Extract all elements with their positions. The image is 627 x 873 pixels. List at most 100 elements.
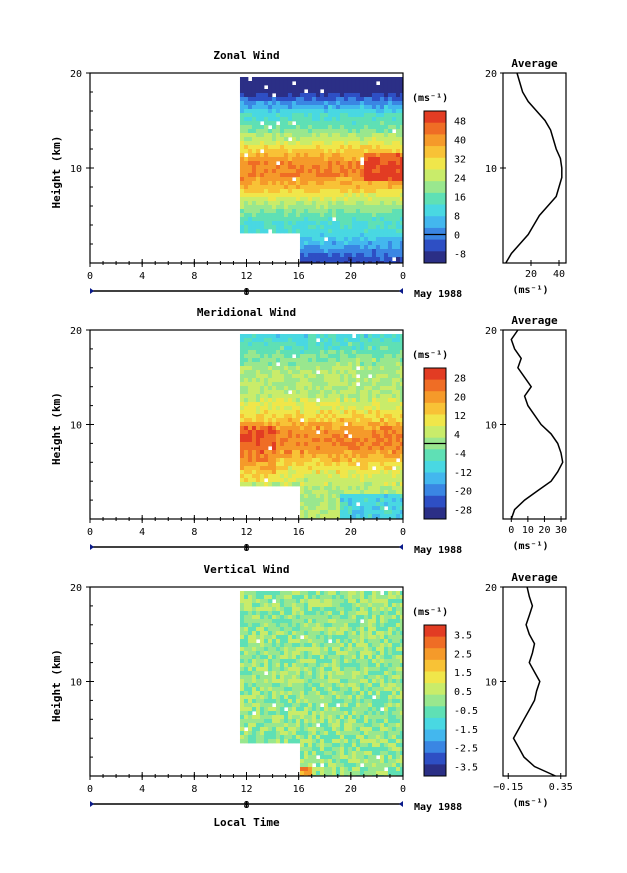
heatmap-cell (399, 197, 404, 202)
heatmap-cell (383, 366, 389, 371)
heatmap-cell (367, 89, 373, 94)
heatmap-cell (271, 149, 277, 154)
heatmap-cell (263, 394, 269, 399)
heatmap-cell (339, 506, 345, 511)
heatmap-cell (387, 121, 393, 126)
heatmap-cell (331, 121, 337, 126)
heatmap-cell (247, 683, 253, 688)
heatmap-cell (331, 145, 337, 150)
colorbar-label: 32 (454, 155, 466, 166)
heatmap-cell (335, 362, 341, 367)
heatmap-cell (243, 418, 249, 423)
heatmap-cell (315, 595, 321, 600)
heatmap-cell (311, 458, 317, 463)
heatmap-cell (375, 386, 381, 391)
heatmap-cell (379, 458, 385, 463)
heatmap-cell (271, 611, 277, 616)
heatmap-cell (291, 591, 297, 596)
heatmap-cell (347, 466, 353, 471)
heatmap-cell (347, 374, 353, 379)
heatmap-cell (339, 671, 345, 676)
heatmap-cell (319, 659, 325, 664)
heatmap-cell (295, 93, 301, 98)
heatmap-cell (323, 510, 329, 515)
heatmap-cell (395, 454, 401, 459)
heatmap-cell (331, 374, 337, 379)
heatmap-cell (303, 647, 309, 652)
heatmap-cell (335, 153, 341, 158)
heatmap-cell (295, 145, 301, 150)
heatmap-cell (279, 390, 285, 395)
heatmap-cell (367, 350, 373, 355)
heatmap-cell (255, 595, 261, 600)
heatmap-cell (355, 611, 361, 616)
heatmap-cell (319, 759, 325, 764)
heatmap-cell (331, 703, 337, 708)
heatmap-cell (267, 161, 273, 166)
heatmap-cell (251, 209, 257, 214)
heatmap-cell (343, 241, 349, 246)
heatmap-cell (391, 346, 397, 351)
heatmap-cell (363, 233, 369, 238)
heatmap-cell (303, 338, 309, 343)
heatmap-cell (303, 651, 309, 656)
heatmap-cell (283, 185, 289, 190)
heatmap-cell (387, 133, 393, 138)
heatmap-cell (355, 257, 361, 262)
heatmap-cell (291, 406, 297, 411)
heatmap-cell (399, 458, 404, 463)
heatmap-cell (319, 394, 325, 399)
heatmap-cell (271, 89, 277, 94)
heatmap-cell (315, 635, 321, 640)
heatmap-cell (367, 490, 373, 495)
heatmap-cell (379, 374, 385, 379)
heatmap-cell (287, 414, 293, 419)
heatmap-cell (387, 93, 393, 98)
heatmap-cell (307, 434, 313, 439)
heatmap-cell (311, 374, 317, 379)
heatmap-cell (363, 422, 369, 427)
heatmap-cell (339, 185, 345, 190)
heatmap-cell (291, 454, 297, 459)
heatmap-cell (279, 655, 285, 660)
heatmap-cell (303, 189, 309, 194)
heatmap-cell (355, 261, 361, 264)
heatmap-cell (263, 370, 269, 375)
heatmap-cell (367, 193, 373, 198)
heatmap-cell (347, 125, 353, 130)
heatmap-cell (255, 125, 261, 130)
heatmap-cell (271, 77, 277, 82)
heatmap-cell (255, 105, 261, 110)
heatmap-cell (299, 747, 305, 752)
heatmap-cell (399, 161, 404, 166)
heatmap-cell (239, 442, 245, 447)
heatmap-cell (303, 366, 309, 371)
heatmap-cell (299, 450, 305, 455)
heatmap-cell (383, 382, 389, 387)
heatmap-cell (259, 647, 265, 652)
heatmap-cell (383, 378, 389, 383)
heatmap-cell (247, 739, 253, 744)
heatmap-cell (307, 354, 313, 359)
heatmap-cell (355, 458, 361, 463)
heatmap-cell (307, 133, 313, 138)
heatmap-cell (303, 683, 309, 688)
heatmap-cell (275, 667, 281, 672)
heatmap-cell (359, 261, 365, 264)
heatmap-cell (339, 165, 345, 170)
heatmap-cell (319, 221, 325, 226)
heatmap-cell (399, 366, 404, 371)
heatmap-cell (399, 430, 404, 435)
heatmap-cell (271, 370, 277, 375)
heatmap-cell (283, 458, 289, 463)
heatmap-cell (339, 659, 345, 664)
heatmap-cell (267, 157, 273, 162)
heatmap-cell (311, 599, 317, 604)
heatmap-cell (295, 595, 301, 600)
heatmap-cell (395, 181, 401, 186)
heatmap-cell (295, 414, 301, 419)
heatmap-cell (263, 165, 269, 170)
heatmap-cell (243, 366, 249, 371)
heatmap-cell (387, 386, 393, 391)
heatmap-cell (335, 615, 341, 620)
